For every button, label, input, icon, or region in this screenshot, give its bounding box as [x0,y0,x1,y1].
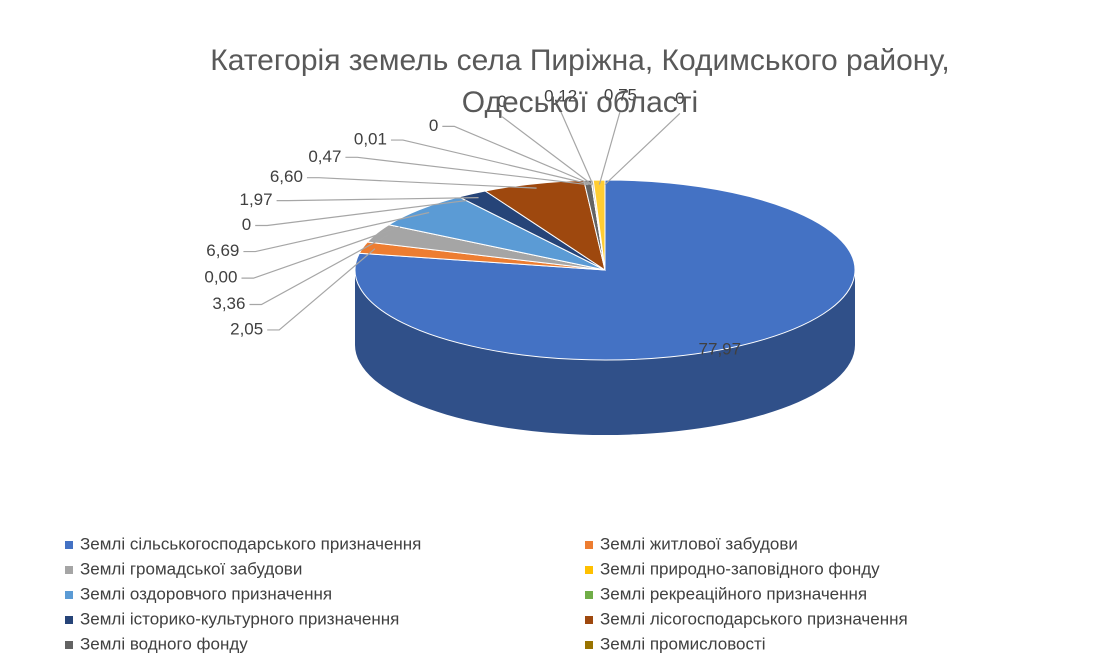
data-label: 0 [242,215,251,234]
data-label: 0,00 [204,268,237,287]
data-label: 0,01 [354,130,387,149]
legend-label: Землі житлової забудови [600,534,798,553]
leader-line [442,125,593,186]
leader-line [276,197,479,202]
leader-line [249,234,389,306]
legend-label: Землі громадської забудови [80,559,302,578]
leader-line [255,199,467,227]
legend-swatch [65,591,73,599]
legend-swatch [65,566,73,574]
leader-line [560,110,594,185]
data-label: 0,12 [544,87,577,106]
legend-label: Землі промисловості [600,634,766,653]
leader-line [243,211,430,253]
legend-label: Землі сільськогосподарського призначення [80,534,421,553]
legend-swatch [585,541,593,549]
data-label: 77,97 [699,339,742,358]
legend-label: Землі історико-культурного призначення [80,609,399,628]
data-label: 6,69 [206,241,239,260]
legend-swatch [65,616,73,624]
data-label: 0 [675,89,684,108]
leader-line [241,226,400,279]
legend-label: Землі водного фонду [80,634,248,653]
data-label: 3,36 [212,294,245,313]
legend-swatch [65,641,73,649]
data-label: 0 [429,116,438,135]
leader-line [501,116,593,186]
leader-line [604,113,681,185]
legend-label: Землі рекреаційного призначення [600,584,867,603]
data-label: 2,05 [230,319,263,338]
leader-line [267,248,376,331]
legend-label: Землі природно-заповідного фонду [600,559,880,578]
legend-label: Землі лісогосподарського призначення [600,609,908,628]
leader-line [390,139,593,186]
data-label: 0 [497,92,506,111]
leader-line [345,156,589,186]
data-label: 0,75 [604,86,637,105]
data-label: 6,60 [270,167,303,186]
slice-side [355,270,855,435]
legend-swatch [585,641,593,649]
data-label: 0,47 [308,147,341,166]
chart-title: Категорія земель села Пиріжна, Кодимсько… [210,44,950,119]
legend-label: Землі оздоровчого призначення [80,584,332,603]
data-label: 1,97 [239,190,272,209]
legend-swatch [65,541,73,549]
leader-line [598,109,622,185]
leader-line [306,177,537,189]
legend-swatch [585,591,593,599]
legend-swatch [585,616,593,624]
legend-swatch [585,566,593,574]
